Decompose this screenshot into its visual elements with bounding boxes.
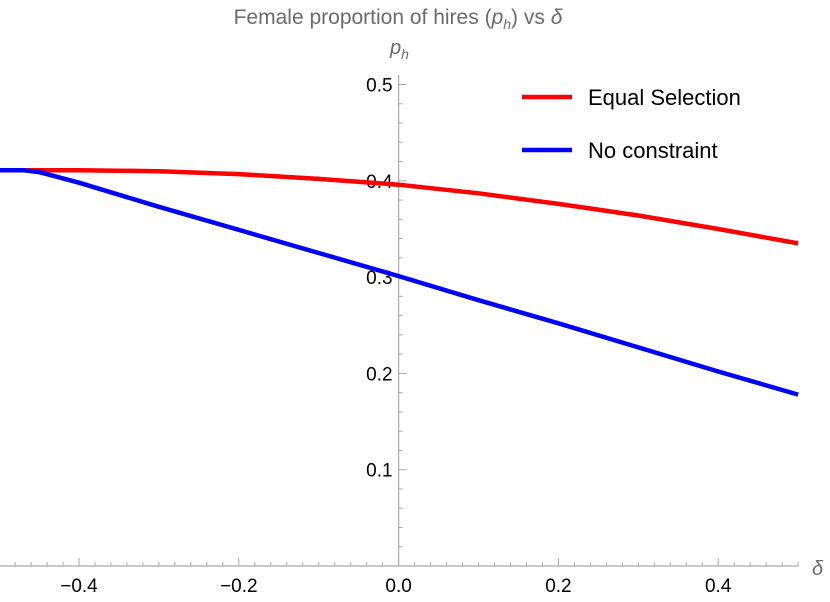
series-group bbox=[0, 167, 799, 397]
x-tick-label: 0.0 bbox=[385, 576, 411, 597]
x-tick-label: 0.2 bbox=[545, 576, 571, 597]
chart-title: Female proportion of hires (ph) vs δ bbox=[234, 6, 563, 32]
series-line-no-constraint bbox=[0, 167, 799, 397]
y-tick-label: 0.2 bbox=[366, 364, 392, 385]
y-tick-label: 0.5 bbox=[366, 76, 392, 97]
y-tick-label: 0.1 bbox=[366, 461, 392, 482]
x-tick-label: −0.2 bbox=[220, 576, 258, 597]
legend: Equal Selection No constraint bbox=[522, 85, 741, 163]
axes: −0.4 −0.2 0.0 0.2 0.40.10.20.30.40.5 bbox=[0, 74, 799, 597]
legend-label: Equal Selection bbox=[588, 85, 741, 110]
legend-label: No constraint bbox=[588, 138, 718, 163]
y-axis-label: ph bbox=[389, 37, 409, 62]
series-line-equal-selection bbox=[0, 167, 799, 246]
x-tick-label: −0.4 bbox=[60, 576, 98, 597]
x-axis-label: δ bbox=[812, 558, 824, 580]
x-tick-label: 0.4 bbox=[705, 576, 732, 597]
